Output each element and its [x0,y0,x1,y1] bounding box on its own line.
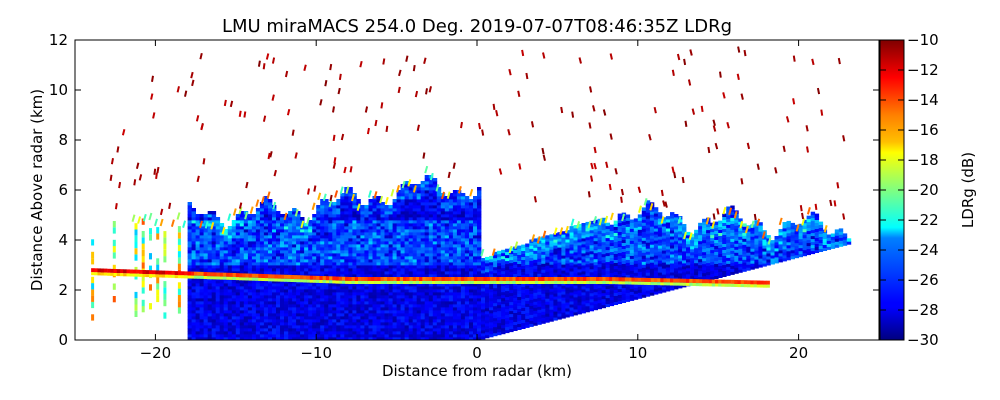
colorbar-label: LDRg (dB) [959,152,977,228]
cloud-top-fringe [131,165,828,257]
colorbar-tick-label: −16 [907,121,939,139]
y-tick-label: 10 [49,81,68,99]
y-tick-label: 4 [58,231,68,249]
colorbar-tick-label: −22 [907,211,939,229]
x-axis: −20 −10 0 10 20 [140,40,808,362]
colorbar-tick-label: −30 [907,331,939,349]
colorbar-tick-label: −20 [907,181,939,199]
y-tick-label: 8 [58,131,68,149]
y-tick-label: 2 [58,281,68,299]
colorbar-tick-label: −18 [907,151,939,169]
colorbar: −30 −28 −26 −24 −22 −20 −18 −16 −14 −12 −10 LDRg (… [879,31,977,349]
colorbar-tick-label: −12 [907,61,939,79]
x-tick-label: −20 [140,344,172,362]
ldr-field [91,175,852,340]
colorbar-tick-label: −28 [907,301,939,319]
plot-area [91,46,852,340]
x-axis-label: Distance from radar (km) [382,362,572,380]
y-tick-label: 0 [58,331,68,349]
x-tick-label: −10 [300,344,332,362]
colorbar-tick-label: −10 [907,31,939,49]
y-tick-label: 12 [49,31,68,49]
colorbar-tick-label: −26 [907,271,939,289]
clutter-speckles [109,46,846,221]
x-tick-label: 20 [789,344,808,362]
colorbar-tick-label: −14 [907,91,939,109]
colorbar-tick-label: −24 [907,241,939,259]
y-axis-label: Distance Above radar (km) [28,89,46,291]
colorbar-ticks: −30 −28 −26 −24 −22 −20 −18 −16 −14 −12 −10 [880,31,939,349]
melting-layer-band [91,268,770,288]
y-axis: 0 2 4 6 8 10 12 [49,31,879,349]
y-tick-label: 6 [58,181,68,199]
x-tick-label: 0 [472,344,482,362]
chart-title: LMU miraMACS 254.0 Deg. 2019-07-07T08:46… [222,16,732,37]
x-tick-label: 10 [628,344,647,362]
